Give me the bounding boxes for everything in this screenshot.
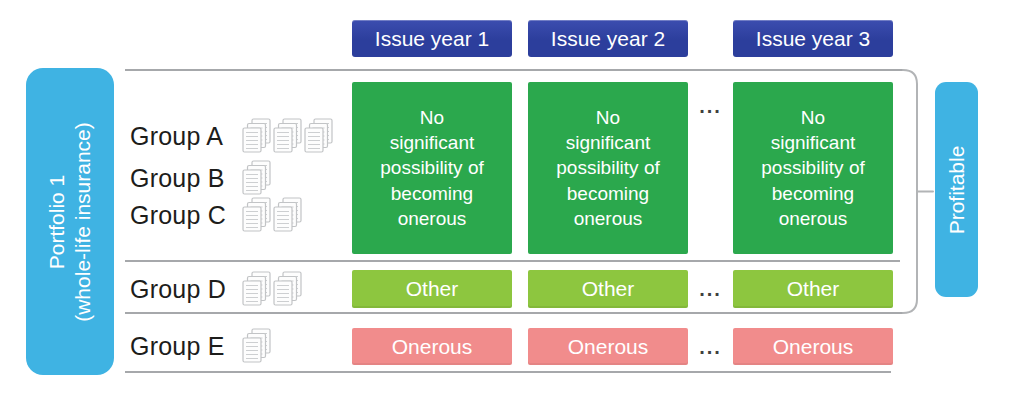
cell-e-year1: Onerous — [352, 328, 512, 365]
document-stack-icon — [242, 197, 272, 234]
group-b-docs — [242, 160, 272, 197]
cell-d-year2: Other — [528, 270, 688, 308]
separator-abc-d — [125, 260, 900, 262]
portfolio-title: Portfolio 1 — [44, 122, 70, 322]
document-stack-icon — [242, 328, 272, 365]
document-stack-icon — [273, 118, 303, 155]
cell-e-year2: Onerous — [528, 328, 688, 365]
document-stack-icon — [242, 118, 272, 155]
group-a-label: Group A — [130, 122, 232, 151]
document-stack-icon — [242, 160, 272, 197]
group-e-docs — [242, 328, 272, 365]
group-c-label: Group C — [130, 201, 232, 230]
header-issue-year-3: Issue year 3 — [733, 20, 893, 57]
group-row-a: Group A — [130, 118, 334, 154]
diagram-canvas: Portfolio 1 (whole-life insurance) Issue… — [0, 0, 1012, 414]
header-issue-year-1: Issue year 1 — [352, 20, 512, 57]
portfolio-bar: Portfolio 1 (whole-life insurance) — [26, 68, 114, 375]
group-row-d: Group D — [130, 271, 303, 307]
cell-e-year3: Onerous — [733, 328, 893, 365]
cell-abc-year3: No significant possibility of becoming o… — [733, 82, 893, 254]
group-row-e: Group E — [130, 328, 272, 364]
group-c-docs — [242, 197, 303, 234]
document-stack-icon — [242, 271, 272, 308]
group-e-label: Group E — [130, 332, 232, 361]
group-d-label: Group D — [130, 275, 232, 304]
separator-bottom — [125, 371, 891, 373]
portfolio-subtitle: (whole-life insurance) — [70, 122, 96, 322]
cell-d-year3: Other — [733, 270, 893, 308]
header-issue-year-2: Issue year 2 — [528, 20, 688, 57]
group-row-c: Group C — [130, 197, 303, 233]
profitable-bar: Profitable — [935, 82, 978, 297]
portfolio-bar-text: Portfolio 1 (whole-life insurance) — [44, 122, 95, 322]
ellipsis-abc: ... — [688, 96, 733, 116]
group-a-docs — [242, 118, 334, 155]
group-d-docs — [242, 271, 303, 308]
cell-d-year1: Other — [352, 270, 512, 308]
document-stack-icon — [304, 118, 334, 155]
ellipsis-d: ... — [688, 279, 733, 299]
profitable-bar-text: Profitable — [944, 145, 970, 234]
group-b-label: Group B — [130, 164, 232, 193]
cell-abc-year2: No significant possibility of becoming o… — [528, 82, 688, 254]
ellipsis-e: ... — [688, 337, 733, 357]
cell-abc-year1: No significant possibility of becoming o… — [352, 82, 512, 254]
separator-d-e — [125, 312, 903, 314]
profitable-bracket — [895, 58, 940, 320]
document-stack-icon — [273, 271, 303, 308]
document-stack-icon — [273, 197, 303, 234]
group-row-b: Group B — [130, 160, 272, 196]
separator-top — [125, 69, 903, 71]
